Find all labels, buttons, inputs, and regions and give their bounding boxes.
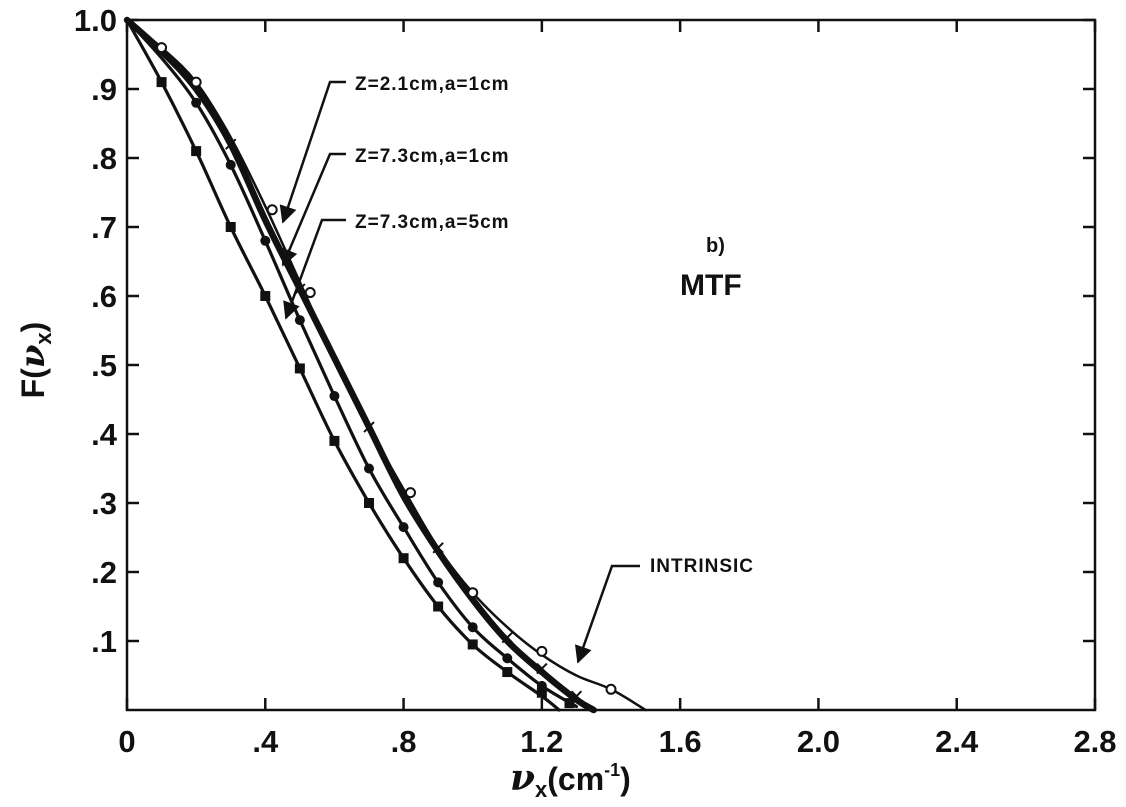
data-point-filled-square xyxy=(536,687,547,698)
data-point-filled-circle xyxy=(433,577,444,588)
x-tick-label: 2.0 xyxy=(797,724,840,759)
y-tick-label: .8 xyxy=(91,141,117,176)
panel-title: MTF xyxy=(680,269,742,302)
series-line-3 xyxy=(125,18,561,712)
x-tick-label: .8 xyxy=(391,724,417,759)
arrow-z73-a1 xyxy=(281,152,346,267)
data-point-cross xyxy=(501,631,513,644)
annotation-z73-a5: Z=7.3cm,a=5cm xyxy=(355,212,510,233)
x-axis-unit: (cm xyxy=(547,761,604,797)
y-tick-label: .2 xyxy=(91,555,117,590)
data-point-open-circle xyxy=(266,204,278,216)
data-point-open-circle xyxy=(605,683,617,695)
x-tick-label: 2.8 xyxy=(1073,724,1116,759)
series-line-0 xyxy=(125,18,647,712)
y-tick-label: .6 xyxy=(91,279,117,314)
data-point-filled-square xyxy=(329,435,340,446)
y-tick-label: .4 xyxy=(91,417,118,452)
arrow-intrinsic xyxy=(575,564,640,664)
annotation-z21-a1: Z=2.1cm,a=1cm xyxy=(355,74,510,95)
data-point-open-circle xyxy=(304,287,316,299)
y-axis-nu: ν xyxy=(13,344,53,368)
series-layer xyxy=(123,16,647,714)
x-tick-label: 1.2 xyxy=(520,724,563,759)
x-tick-label: .4 xyxy=(252,724,279,759)
data-point-cross xyxy=(363,421,375,433)
data-point-cross xyxy=(432,542,444,554)
data-point-filled-circle xyxy=(364,463,374,474)
y-tick-labels: .1 .2 .3 .4 .5 .6 .7 .8 .9 1.0 xyxy=(74,3,118,659)
data-point-open-circle xyxy=(467,587,479,599)
data-point-filled-square xyxy=(467,639,478,650)
data-point-filled-circle xyxy=(294,315,305,326)
data-point-filled-square xyxy=(294,363,305,374)
data-point-filled-circle xyxy=(398,522,409,533)
data-point-filled-circle xyxy=(502,653,513,664)
y-tick-label: .3 xyxy=(91,486,117,521)
y-axis-title: F(νx) xyxy=(13,322,56,399)
data-point-cross xyxy=(536,662,548,675)
marker-layer xyxy=(156,42,617,709)
annotation-intrinsic: INTRINSIC xyxy=(650,556,754,577)
y-tick-label: .1 xyxy=(91,624,117,659)
arrow-z21-a1 xyxy=(279,80,346,224)
x-axis-title: νx(cm-1) xyxy=(510,757,631,802)
x-tick-label: 2.4 xyxy=(935,724,979,759)
x-tick-label: 0 xyxy=(118,724,135,759)
data-point-filled-square xyxy=(433,601,444,612)
data-point-filled-circle xyxy=(191,97,202,108)
y-axis-close: ) xyxy=(15,322,51,333)
data-point-filled-square xyxy=(156,77,167,88)
data-point-filled-circle xyxy=(260,235,271,246)
annotation-z73-a1: Z=7.3cm,a=1cm xyxy=(355,146,510,167)
data-point-open-circle xyxy=(404,487,416,499)
data-point-filled-circle xyxy=(225,159,236,170)
data-point-filled-circle xyxy=(329,391,340,402)
y-tick-label: 1.0 xyxy=(74,3,117,38)
x-axis-close: ) xyxy=(620,761,631,797)
y-axis-sub: x xyxy=(31,332,56,345)
plot-frame xyxy=(125,18,1097,712)
data-point-filled-square xyxy=(191,146,202,157)
data-point-cross xyxy=(225,138,237,150)
y-tick-label: .9 xyxy=(91,72,117,107)
y-axis-f: F( xyxy=(15,368,51,399)
series-line-2 xyxy=(125,18,578,709)
x-axis-sub: x xyxy=(535,777,548,802)
x-axis-exp: -1 xyxy=(604,760,620,780)
panel-label: b) xyxy=(706,235,725,257)
data-point-filled-square xyxy=(260,291,271,301)
axis-ticks xyxy=(125,18,1097,710)
y-tick-label: .7 xyxy=(91,210,117,245)
data-point-filled-circle xyxy=(467,622,478,633)
x-axis-nu: ν xyxy=(510,757,535,799)
x-tick-labels: 0 .4 .8 1.2 1.6 2.0 2.4 2.8 xyxy=(118,724,1116,759)
data-point-filled-square xyxy=(364,498,374,508)
data-point-filled-square xyxy=(225,222,236,232)
data-point-filled-square xyxy=(398,553,409,564)
data-point-filled-square xyxy=(564,698,575,709)
y-tick-label: .5 xyxy=(91,348,117,383)
x-tick-label: 1.6 xyxy=(659,724,702,759)
data-point-open-circle xyxy=(190,76,202,88)
series-line-1 xyxy=(123,16,597,714)
data-point-filled-square xyxy=(502,667,513,678)
arrow-z73-a5 xyxy=(283,218,346,320)
data-point-open-circle xyxy=(536,645,548,657)
data-point-open-circle xyxy=(156,42,168,54)
